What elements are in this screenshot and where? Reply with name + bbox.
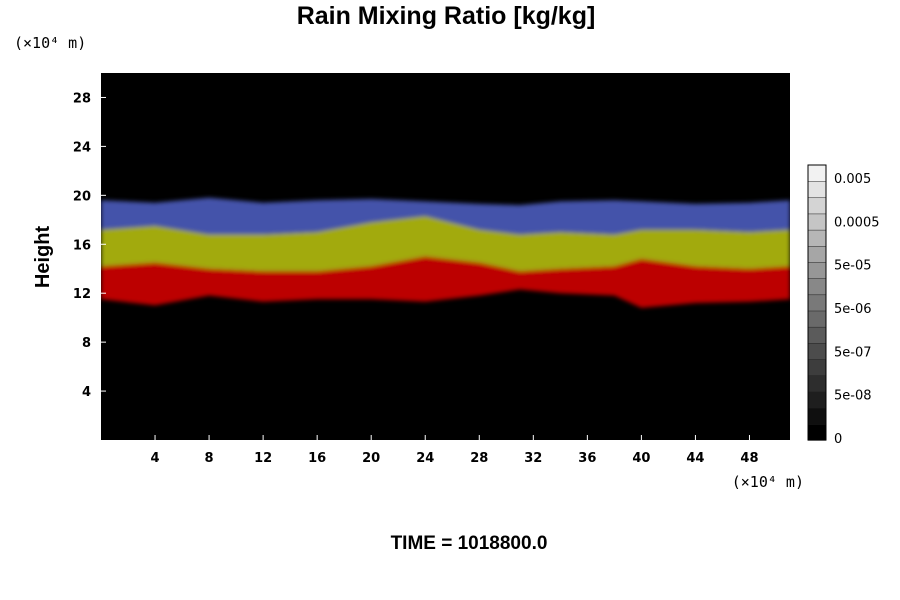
y-tick-label: 24 (73, 140, 91, 155)
data-layers (101, 197, 790, 308)
x-tick-label: 44 (686, 451, 704, 466)
colorbar-tick-label: 5e-07 (834, 345, 872, 360)
y-tick-label: 16 (73, 238, 91, 253)
colorbar-level (807, 197, 827, 215)
colorbar-level (807, 423, 827, 441)
colorbar-level (807, 229, 827, 247)
x-axis-unit-label: (×10⁴ m) (732, 473, 804, 491)
x-tick-label: 40 (632, 451, 650, 466)
colorbar-level (807, 358, 827, 376)
x-tick-label: 8 (205, 451, 214, 466)
colorbar-level (807, 326, 827, 344)
colorbar-level (807, 277, 827, 296)
y-axis-unit-label: (×10⁴ m) (14, 34, 86, 52)
colorbar-level (807, 407, 827, 425)
colorbar-level (807, 342, 827, 360)
x-tick-label: 16 (308, 451, 326, 466)
x-tick-label: 48 (740, 451, 758, 466)
y-tick-label: 28 (73, 91, 91, 106)
colorbar-level (807, 294, 827, 312)
chart-title: Rain Mixing Ratio [kg/kg] (297, 2, 596, 30)
y-tick-label: 12 (73, 287, 91, 302)
rain-layer-0 (101, 256, 790, 308)
colorbar-level (807, 261, 827, 279)
y-tick-label: 20 (73, 189, 91, 204)
x-tick-label: 12 (254, 451, 272, 466)
y-axis-ticks: 4 8 12 16 20 24 28 (73, 91, 106, 400)
y-axis-label: Height (32, 226, 54, 289)
x-tick-label: 32 (524, 451, 542, 466)
y-tick-label: 4 (82, 385, 91, 400)
colorbar-level (807, 391, 827, 409)
x-axis-ticks: 4 8 12 16 20 24 28 32 36 40 44 48 (151, 435, 759, 466)
colorbar-level (807, 164, 827, 182)
colorbar (807, 164, 827, 441)
x-tick-label: 4 (151, 451, 160, 466)
colorbar-level (807, 213, 827, 231)
colorbar-tick-label: 5e-06 (834, 302, 872, 317)
x-tick-label: 28 (470, 451, 488, 466)
colorbar-level (807, 375, 827, 393)
colorbar-tick-label: 0.005 (834, 172, 871, 187)
colorbar-level (807, 245, 827, 263)
colorbar-tick-label: 0 (834, 432, 842, 447)
colorbar-level (807, 180, 827, 199)
colorbar-level (807, 310, 827, 328)
x-tick-label: 24 (416, 451, 434, 466)
colorbar-tick-label: 5e-08 (834, 389, 872, 404)
rain-layer-2 (101, 197, 790, 235)
colorbar-ticks: 0 5e-08 5e-07 5e-06 5e-05 0.0005 0.005 (834, 172, 880, 447)
rain-layer-1 (101, 216, 790, 272)
colorbar-tick-label: 5e-05 (834, 259, 872, 274)
colorbar-tick-label: 0.0005 (834, 215, 880, 230)
colorbar-frame (807, 164, 827, 441)
x-tick-label: 36 (578, 451, 596, 466)
time-footer: TIME = 1018800.0 (391, 533, 548, 554)
y-tick-label: 8 (82, 336, 91, 351)
x-tick-label: 20 (362, 451, 380, 466)
